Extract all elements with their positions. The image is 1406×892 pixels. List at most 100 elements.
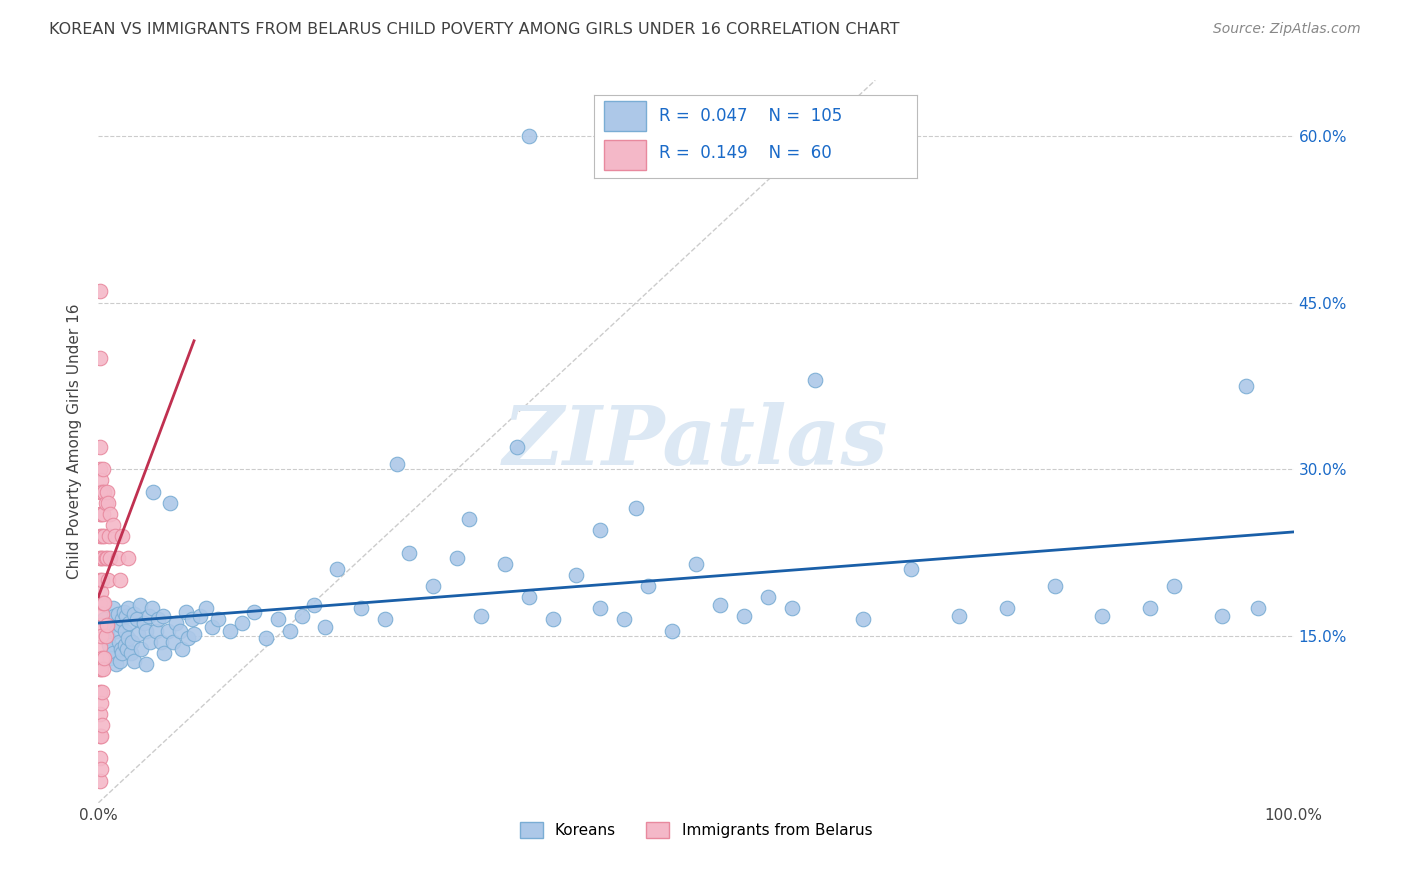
Point (183, 627, 205, 641)
Point (89, 462, 111, 476)
Point (105, 624, 128, 638)
Point (169, 624, 191, 638)
Point (108, 574, 131, 588)
Point (96, 624, 118, 638)
Point (446, 551, 468, 566)
Point (177, 632, 200, 646)
Point (90, 763, 112, 777)
Point (541, 612, 564, 626)
Point (115, 642, 138, 657)
Point (165, 615, 187, 630)
Point (129, 598, 152, 612)
Point (637, 579, 659, 593)
Point (107, 607, 129, 621)
Point (91, 596, 114, 610)
Point (91, 607, 114, 621)
Point (267, 612, 290, 626)
Point (97, 496, 120, 510)
Point (152, 609, 174, 624)
Point (243, 605, 266, 619)
Point (98, 651, 122, 665)
Point (350, 601, 373, 615)
Point (107, 634, 129, 648)
Point (174, 605, 197, 619)
Point (89, 640, 111, 655)
Point (89, 507, 111, 521)
Point (89, 773, 111, 788)
Point (125, 612, 148, 626)
Point (398, 546, 420, 560)
Point (458, 512, 481, 526)
Point (96, 618, 118, 632)
Point (91, 529, 114, 543)
Point (98, 638, 121, 652)
Point (110, 642, 132, 657)
Point (96, 484, 118, 499)
Point (89, 751, 111, 765)
Point (111, 529, 134, 543)
Point (89, 351, 111, 366)
Point (153, 646, 176, 660)
Point (188, 609, 211, 624)
Point (506, 440, 529, 454)
Point (89, 729, 111, 743)
Point (121, 634, 143, 648)
Point (709, 598, 731, 612)
Point (470, 609, 492, 624)
Point (589, 601, 612, 615)
Point (207, 612, 229, 626)
Point (89, 596, 111, 610)
Point (142, 484, 165, 499)
Point (94, 551, 117, 566)
Point (1163, 579, 1185, 593)
Point (89, 706, 111, 721)
Text: KOREAN VS IMMIGRANTS FROM BELARUS CHILD POVERTY AMONG GIRLS UNDER 16 CORRELATION: KOREAN VS IMMIGRANTS FROM BELARUS CHILD … (49, 22, 900, 37)
Point (91, 662, 114, 676)
Point (162, 634, 184, 648)
Point (111, 612, 134, 626)
Y-axis label: Child Poverty Among Girls Under 16: Child Poverty Among Girls Under 16 (67, 304, 83, 579)
Point (115, 609, 138, 624)
Point (995, 601, 1018, 615)
Point (118, 615, 141, 630)
Point (374, 612, 396, 626)
Point (107, 551, 129, 566)
Point (108, 653, 131, 667)
Point (626, 501, 648, 516)
Point (565, 568, 588, 582)
Point (131, 642, 153, 657)
Point (852, 612, 875, 626)
Point (98, 529, 121, 543)
Point (97, 574, 120, 588)
Point (105, 657, 128, 671)
Point (93, 612, 115, 626)
Point (90, 551, 112, 566)
Point (180, 612, 202, 626)
Point (124, 653, 146, 667)
Point (89, 484, 111, 499)
Point (780, 601, 803, 615)
Point (195, 601, 218, 615)
Point (89, 551, 111, 566)
Point (156, 624, 179, 638)
Point (1211, 609, 1233, 624)
Point (94, 629, 117, 643)
Point (97, 632, 120, 646)
Point (90, 662, 112, 676)
Point (93, 484, 115, 499)
Point (91, 507, 114, 521)
Point (302, 598, 325, 612)
Point (112, 605, 135, 619)
Point (89, 574, 111, 588)
Point (90, 729, 112, 743)
Point (733, 609, 755, 624)
Point (98, 551, 122, 566)
Point (756, 590, 779, 604)
Point (89, 285, 111, 299)
Point (135, 624, 157, 638)
Point (89, 684, 111, 698)
Point (254, 632, 277, 646)
Point (101, 517, 124, 532)
Point (103, 609, 125, 624)
Point (685, 557, 707, 571)
